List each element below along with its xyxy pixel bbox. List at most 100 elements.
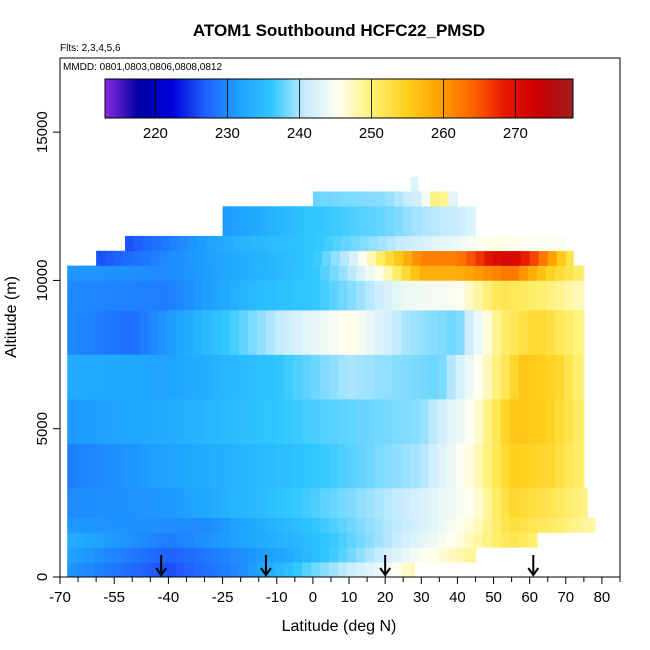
heatmap-cell [320, 310, 330, 355]
heatmap-cell [401, 443, 412, 489]
heatmap-cell [428, 532, 439, 548]
heatmap-cell [545, 280, 556, 311]
heatmap-cell [130, 280, 141, 311]
heatmap-cell [265, 399, 276, 444]
heatmap-cell [554, 517, 565, 533]
heatmap-cell [211, 399, 222, 444]
heatmap-cell [491, 310, 502, 355]
heatmap-cell [573, 280, 583, 311]
heatmap-cell [220, 488, 231, 518]
heatmap-cell [323, 235, 334, 252]
heatmap-cell [527, 399, 538, 444]
heatmap-cell [293, 517, 303, 533]
heatmap-cell [175, 265, 186, 281]
heatmap-cell [437, 443, 448, 489]
heatmap-cell [446, 265, 457, 281]
heatmap-cell [374, 517, 384, 533]
heatmap-cell [419, 399, 430, 444]
heatmap-cell [293, 562, 303, 577]
heatmap-cell [338, 562, 348, 577]
heatmap-cell [229, 443, 240, 489]
heatmap-cell [473, 265, 484, 281]
heatmap-cell [466, 250, 477, 266]
heatmap-cell [85, 265, 95, 281]
heatmap-cell [347, 532, 357, 548]
heatmap-cell [148, 488, 159, 518]
heatmap-cell [175, 354, 186, 400]
heatmap-cell [383, 532, 393, 548]
heatmap-cell [527, 488, 538, 518]
heatmap-cell [500, 532, 511, 548]
heatmap-cell [211, 562, 222, 577]
heatmap-cell [284, 265, 294, 281]
heatmap-cell [414, 235, 424, 252]
heatmap-cell [329, 562, 339, 577]
x-tick-label: -70 [49, 589, 71, 606]
heatmap-cell [320, 532, 330, 548]
heatmap-cell [265, 488, 276, 518]
heatmap-cell [85, 547, 95, 563]
heatmap-cell [482, 310, 493, 355]
heatmap-cell [421, 206, 431, 237]
heatmap-cell [338, 547, 348, 563]
heatmap-cell [358, 250, 368, 266]
heatmap-cell [410, 354, 421, 400]
heatmap-cell [340, 250, 350, 266]
heatmap-cell [293, 310, 303, 355]
heatmap-cell [229, 265, 240, 281]
heatmap-cell [582, 310, 585, 355]
heatmap-cell [428, 547, 439, 563]
heatmap-cell [531, 235, 542, 252]
heatmap-cell [220, 399, 231, 444]
heatmap-cell [256, 310, 267, 355]
heatmap-cell [329, 547, 339, 563]
heatmap-cell [284, 488, 294, 518]
heatmap-cell [500, 443, 511, 489]
heatmap-cell [130, 354, 141, 400]
heatmap-cell [419, 310, 430, 355]
heatmap-cell [410, 517, 421, 533]
heatmap-cell [148, 443, 159, 489]
heatmap-cell [302, 354, 312, 400]
heatmap-cell [365, 488, 375, 518]
heatmap-cell [491, 280, 502, 311]
heatmap-cell [356, 265, 366, 281]
heatmap-cell [536, 354, 547, 400]
heatmap-cell [229, 532, 240, 548]
heatmap-cell [184, 517, 195, 533]
heatmap-cell [504, 235, 515, 252]
heatmap-cell [410, 280, 421, 311]
heatmap-cell [139, 310, 150, 355]
x-tick-label: 10 [341, 589, 358, 606]
heatmap-cell [392, 532, 403, 548]
heatmap-cell [184, 354, 195, 400]
heatmap-cell [536, 443, 547, 489]
heatmap-cell [573, 399, 583, 444]
heatmap-cell [320, 547, 330, 563]
heatmap-cell [130, 310, 141, 355]
heatmap-cell [520, 250, 531, 266]
heatmap-cell [376, 191, 386, 207]
heatmap-cell [202, 354, 213, 400]
heatmap-cell [432, 235, 442, 252]
heatmap-cell [320, 265, 330, 281]
heatmap-cell [130, 532, 141, 548]
heatmap-cell [365, 562, 375, 577]
heatmap-cell [166, 280, 177, 311]
chart-title: ATOM1 Southbound HCFC22_PMSD [193, 21, 485, 40]
heatmap-cell [302, 562, 312, 577]
heatmap-cell [67, 265, 77, 281]
heatmap-cell [410, 488, 421, 518]
heatmap-cell [76, 532, 86, 548]
heatmap-cell [419, 488, 430, 518]
heatmap-cell [392, 310, 403, 355]
heatmap-cell [455, 488, 466, 518]
heatmap-cell [284, 517, 294, 533]
heatmap-cell [419, 532, 430, 548]
heatmap-cell [211, 547, 222, 563]
heatmap-cell [329, 265, 339, 281]
heatmap-cell [311, 310, 321, 355]
heatmap-cell [368, 235, 379, 252]
heatmap-cell [112, 280, 123, 311]
heatmap-cell [556, 250, 567, 266]
